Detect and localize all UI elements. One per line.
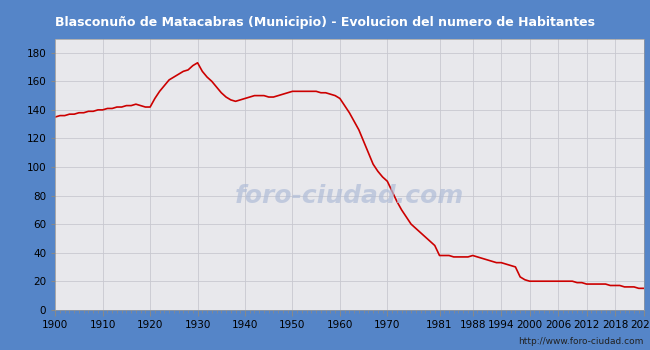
Text: foro-ciudad.com: foro-ciudad.com — [235, 184, 464, 208]
Text: Blasconuño de Matacabras (Municipio) - Evolucion del numero de Habitantes: Blasconuño de Matacabras (Municipio) - E… — [55, 16, 595, 29]
Text: http://www.foro-ciudad.com: http://www.foro-ciudad.com — [518, 337, 644, 346]
